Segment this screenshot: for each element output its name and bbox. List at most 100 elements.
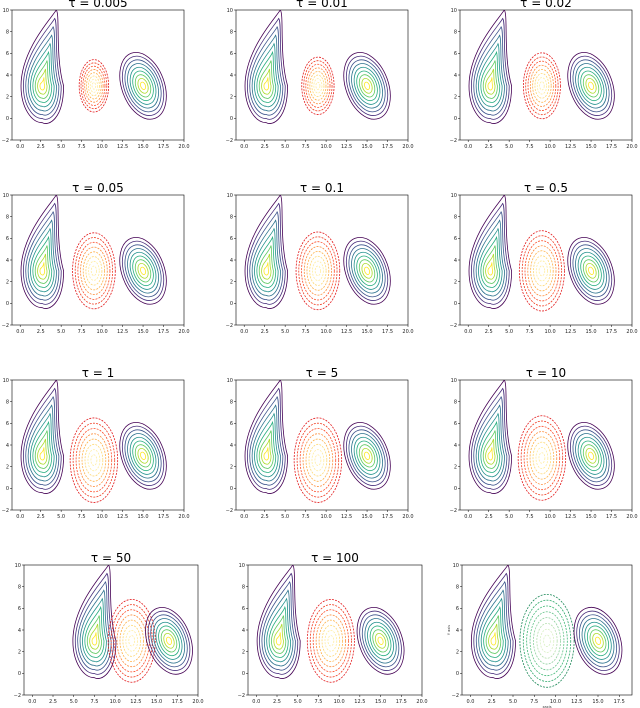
x-tick-label: 12.5: [117, 329, 128, 335]
subplot-title: τ = 10: [526, 366, 566, 380]
right-contour-line: [577, 251, 605, 290]
x-tick-label: 0.0: [467, 699, 475, 705]
y-tick-label: 4: [230, 258, 233, 264]
axes-frame: [235, 379, 409, 511]
x-tick-label: 2.5: [485, 144, 493, 150]
axes-frame: [235, 9, 409, 141]
left-contour-line: [25, 396, 60, 486]
y-tick-label: 4: [230, 443, 233, 449]
left-contour-line: [254, 412, 279, 478]
middle-contour-line: [75, 428, 113, 493]
right-contour-line: [348, 59, 386, 113]
y-tick-label: 0: [242, 671, 245, 677]
x-tick-label: 17.5: [614, 699, 625, 705]
right-contour-line: [343, 52, 391, 120]
right-contour-line: [158, 625, 180, 657]
x-tick-label: 20.0: [626, 144, 637, 150]
left-contour-line: [485, 438, 496, 465]
right-contour-line: [359, 610, 402, 671]
x-tick-label: 5.0: [57, 514, 65, 520]
left-contour-line: [470, 565, 516, 679]
right-contour-line: [374, 633, 387, 649]
middle-contour-line: [306, 250, 330, 291]
right-contour-line: [134, 74, 152, 98]
contour-area: [470, 565, 623, 688]
right-contour-line: [588, 266, 595, 275]
middle-contour-line: [309, 255, 327, 286]
left-contour-line: [39, 447, 46, 461]
contour-area: [468, 380, 615, 501]
right-contour-line: [586, 625, 610, 657]
x-tick-label: 7.5: [526, 514, 534, 520]
right-contour-line: [351, 63, 383, 109]
x-tick-label: 20.0: [402, 144, 413, 150]
x-tick-label: 5.0: [57, 329, 65, 335]
x-tick-label: 2.5: [261, 514, 269, 520]
middle-contour-line: [74, 237, 114, 305]
right-contour-line: [589, 629, 607, 653]
subplot-5: τ = 0.1 0.0 2.5 5.0 7.5 10.0 12.5 15.0 17.5 20.0 −…: [226, 181, 414, 335]
y-tick-label: 2: [230, 94, 233, 100]
y-tick-label: 10: [239, 563, 245, 569]
left-contour-line: [86, 615, 103, 654]
x-tick-label: 17.5: [606, 144, 617, 150]
left-contour-line: [72, 565, 117, 679]
middle-contour-line: [312, 260, 324, 281]
y-tick-label: 8: [454, 214, 457, 220]
left-contour-line: [249, 26, 284, 116]
y-tick-label: 10: [227, 193, 233, 199]
right-contour-line: [132, 70, 154, 102]
left-contour-line: [256, 50, 277, 103]
middle-contour-line: [305, 63, 331, 108]
left-contour-line: [254, 42, 279, 108]
x-tick-label: 7.5: [526, 144, 534, 150]
left-contour-line: [266, 597, 292, 663]
right-contour-line: [567, 52, 615, 120]
right-contour-line: [132, 440, 154, 472]
right-contour-line: [160, 629, 178, 653]
left-contour-line: [25, 211, 60, 301]
subplot-title: τ = 0.5: [524, 181, 568, 195]
left-contour-line: [482, 245, 498, 284]
subplot-12: 0.0 2.5 5.0 7.5 10.0 12.5 15.0 17.5 −2 0 2 4 6 8 10 xax…: [447, 563, 633, 708]
y-tick-label: 6: [6, 421, 9, 427]
contour-area: [468, 195, 615, 312]
contour-area: [244, 10, 391, 124]
left-contour-line: [256, 235, 277, 288]
left-contour-line: [473, 396, 508, 486]
y-tick-label: 10: [451, 8, 457, 14]
y-tick-label: −2: [226, 138, 233, 144]
y-tick-label: 4: [456, 628, 459, 634]
left-contour-line: [488, 623, 499, 650]
x-tick-label: 5.0: [281, 329, 289, 335]
left-contour-line: [34, 245, 50, 284]
y-tick-label: 8: [454, 399, 457, 405]
y-tick-label: 8: [6, 399, 9, 405]
y-tick-label: 8: [230, 399, 233, 405]
left-contour-line: [74, 572, 114, 675]
middle-contour-line: [84, 443, 104, 477]
right-contour-line: [364, 451, 371, 460]
x-tick-label: 15.0: [592, 699, 603, 705]
y-tick-label: 8: [456, 584, 459, 590]
x-tick-label: 15.0: [585, 329, 596, 335]
left-contour-line: [39, 262, 46, 276]
x-tick-label: 5.0: [281, 514, 289, 520]
x-tick-label: 7.5: [314, 699, 322, 705]
left-contour-line: [258, 60, 274, 99]
left-contour-line: [475, 219, 505, 297]
y-tick-label: 4: [230, 73, 233, 79]
x-tick-label: 2.5: [488, 699, 496, 705]
right-contour-line: [575, 433, 607, 479]
right-contour-line: [367, 621, 395, 660]
middle-contour-line: [536, 77, 547, 95]
right-contour-line: [348, 244, 386, 298]
left-contour-line: [468, 195, 513, 309]
middle-contour-line: [122, 624, 141, 657]
subplot-3: τ = 0.02 0.0 2.5 5.0 7.5 10.0 12.5 15.0 17.5 20.0…: [450, 0, 638, 150]
middle-contour-line: [539, 81, 545, 91]
x-tick-label: 7.5: [78, 514, 86, 520]
x-tick-label: 17.5: [382, 329, 393, 335]
x-tick-label: 20.0: [402, 329, 413, 335]
right-contour-line: [573, 606, 623, 675]
